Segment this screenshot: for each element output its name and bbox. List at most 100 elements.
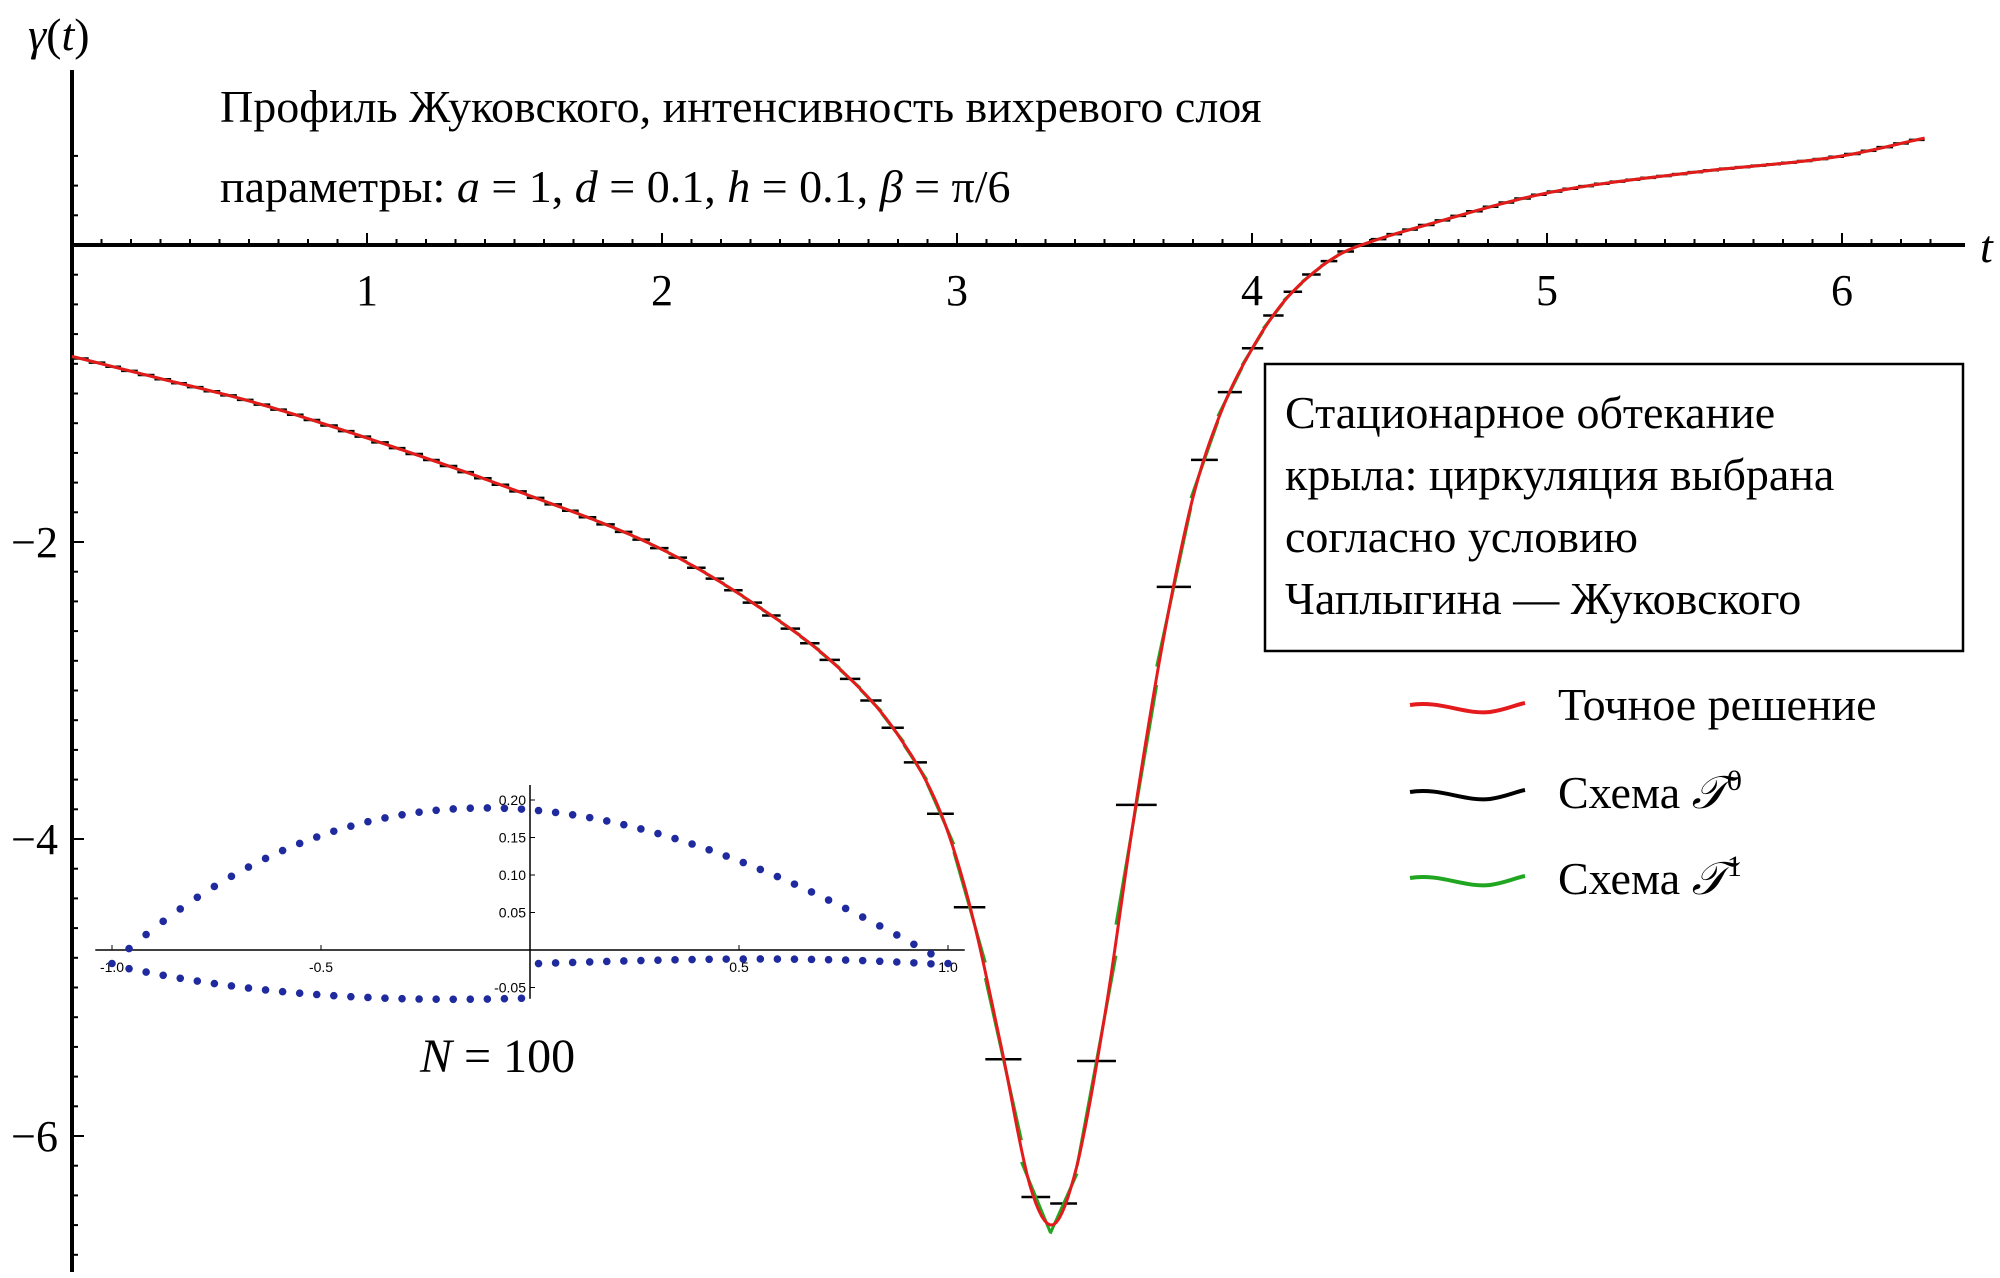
inset-airfoil-plot: -1.0-0.50.51.00.050.100.150.20-0.05 [95, 785, 965, 1004]
inset-point [790, 880, 799, 888]
legend-label-T0: Схема 𝒯0 [1558, 764, 1742, 818]
inset-point [671, 956, 679, 964]
inset-point [142, 968, 150, 976]
info-box-line-2: крыла: циркуляция выбрана [1285, 449, 1834, 500]
inset-point [688, 955, 696, 964]
inset-point [125, 944, 133, 953]
inset-point [364, 993, 372, 1002]
inset-point [244, 863, 253, 871]
inset-point [432, 995, 440, 1004]
inset-point [893, 958, 901, 966]
inset-point [483, 995, 492, 1003]
inset-point [773, 955, 782, 963]
inset-point [398, 810, 406, 819]
inset-point [329, 827, 338, 836]
info-box-line-3: согласно условию [1285, 511, 1638, 562]
inset-point [466, 804, 475, 812]
inset-y-tick-label: 0.20 [499, 792, 526, 808]
inset-point [312, 833, 321, 841]
inset-point [790, 955, 799, 963]
inset-point [568, 810, 577, 819]
inset-point [398, 994, 406, 1003]
series-scheme-T0 [72, 138, 1925, 1205]
n-label: N = 100 [419, 1030, 575, 1083]
inset-point [910, 959, 918, 967]
inset-point [807, 888, 816, 896]
inset-point [244, 984, 253, 992]
inset-point [824, 896, 833, 904]
inset-point [705, 955, 713, 964]
title-line-2: параметры: a = 1, d = 0.1, h = 0.1, β = … [220, 161, 1011, 212]
inset-point [534, 806, 543, 815]
inset-point [347, 992, 355, 1001]
legend-swatch-exact [1409, 701, 1526, 715]
x-tick-label: 6 [1831, 266, 1853, 315]
inset-point [125, 964, 133, 973]
inset-point [449, 995, 458, 1004]
legend-swatch-T1 [1409, 874, 1526, 888]
inset-y-tick-label: 0.15 [499, 830, 526, 846]
inset-point [415, 995, 423, 1003]
inset-point [910, 940, 918, 949]
inset-point [227, 872, 236, 881]
inset-point [295, 839, 304, 848]
y-axis-label: γ(t) [28, 9, 90, 60]
inset-point [722, 852, 731, 860]
inset-point [142, 930, 150, 939]
inset-point [500, 994, 509, 1003]
inset-point [381, 814, 389, 822]
inset-point [705, 846, 713, 854]
inset-point [875, 957, 884, 966]
inset-point [620, 957, 628, 965]
inset-y-tick-label: 0.05 [499, 905, 526, 921]
inset-point [671, 834, 679, 843]
inset-x-tick-label: -0.5 [309, 959, 333, 975]
x-axis-label: t [1980, 221, 1994, 272]
inset-point [927, 960, 935, 968]
inset-point [739, 858, 748, 867]
inset-point [654, 829, 662, 838]
inset-point [620, 820, 628, 829]
inset-point [534, 959, 543, 968]
legend: Точное решение Схема 𝒯0 Схема 𝒯1 [1409, 679, 1877, 904]
inset-point [466, 995, 475, 1004]
inset-point [858, 913, 867, 921]
inset-point [312, 990, 321, 999]
inset-point [722, 955, 731, 963]
x-tick-label: 1 [356, 266, 378, 315]
inset-point [193, 893, 202, 902]
inset-point [159, 917, 167, 926]
inset-point [364, 817, 372, 826]
inset-point [278, 987, 287, 996]
inset-point [585, 813, 594, 822]
x-tick-label: 5 [1536, 266, 1558, 315]
inset-point [568, 958, 577, 967]
x-tick-labels: 1 2 3 4 5 6 [356, 266, 1853, 315]
inset-point [159, 971, 167, 980]
inset-point [432, 806, 440, 815]
inset-point [654, 956, 662, 964]
x-tick-label: 4 [1241, 266, 1263, 315]
x-tick-label: 2 [651, 266, 673, 315]
inset-point [756, 955, 765, 963]
legend-label-T1: Схема 𝒯1 [1558, 850, 1742, 904]
y-tick-label: −6 [11, 1112, 58, 1161]
info-box-line-1: Стационарное обтекание [1285, 387, 1775, 438]
inset-point [176, 974, 185, 983]
inset-point [449, 805, 458, 813]
series-exact-solution [71, 136, 1925, 1227]
inset-y-tick-label: -0.05 [494, 980, 526, 996]
inset-point [944, 959, 952, 968]
inset-point [210, 882, 219, 891]
inset-point [483, 804, 492, 812]
axis-ticks [72, 154, 1932, 1256]
legend-label-exact: Точное решение [1558, 679, 1877, 730]
inset-point [602, 817, 611, 825]
inset-point [517, 805, 526, 813]
legend-swatch-T0 [1409, 788, 1526, 802]
inset-point [824, 955, 833, 964]
inset-point [841, 956, 850, 964]
inset-point [739, 955, 748, 963]
inset-point [227, 982, 236, 990]
